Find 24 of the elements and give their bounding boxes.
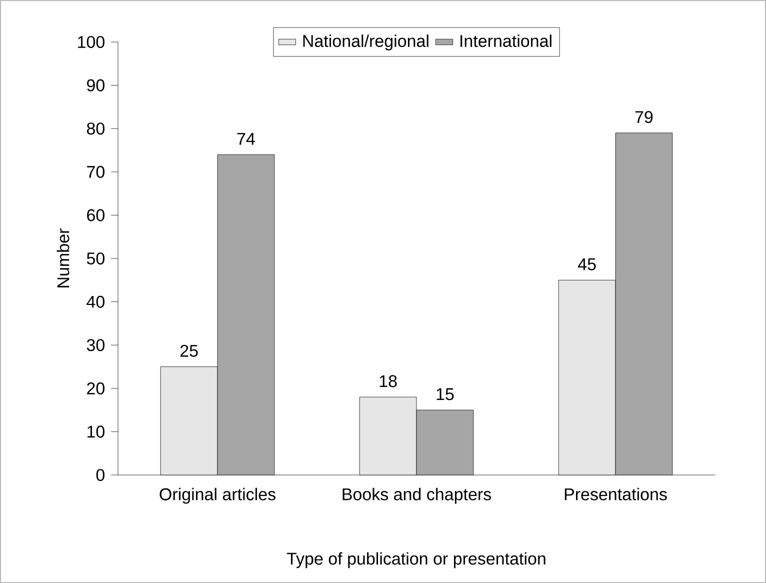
y-tick-label: 50 bbox=[86, 252, 104, 265]
y-tick-label: 80 bbox=[86, 122, 104, 135]
data-label: 18 bbox=[380, 375, 397, 388]
data-label: 79 bbox=[635, 111, 653, 124]
data-label: 25 bbox=[180, 344, 198, 357]
y-tick-label: 100 bbox=[78, 36, 104, 48]
y-axis-title: Number bbox=[56, 228, 70, 288]
y-tick-label: 60 bbox=[87, 209, 104, 222]
y-tick-label: 0 bbox=[96, 468, 104, 482]
y-tick-label: 90 bbox=[87, 79, 104, 92]
x-tick-label: Books and chapters bbox=[342, 488, 491, 504]
legend-label: International bbox=[460, 34, 552, 48]
data-label: 45 bbox=[578, 258, 596, 270]
data-label: 15 bbox=[436, 388, 454, 400]
y-tick-label: 10 bbox=[88, 426, 104, 438]
y-tick-label: 40 bbox=[86, 296, 104, 308]
y-tick-label: 70 bbox=[87, 166, 104, 178]
data-label: 74 bbox=[237, 133, 255, 145]
y-tick-label: 30 bbox=[86, 339, 104, 352]
x-tick-label: Original articles bbox=[160, 488, 276, 504]
legend-label: National/regional bbox=[303, 34, 428, 50]
y-tick-label: 20 bbox=[87, 382, 104, 394]
x-axis-title: Type of publication or presentation bbox=[286, 552, 546, 568]
x-tick-label: Presentations bbox=[564, 488, 667, 500]
